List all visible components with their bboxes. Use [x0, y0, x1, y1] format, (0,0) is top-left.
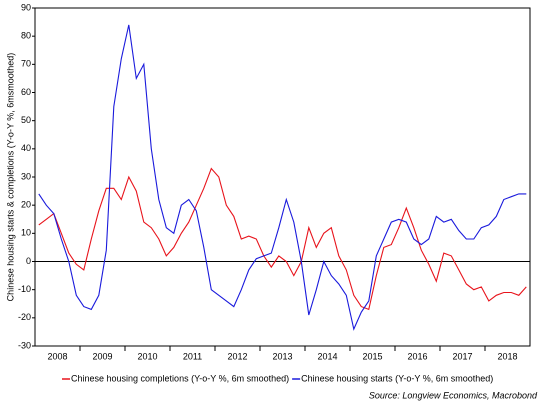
x-tick-label: 2011 — [183, 351, 202, 361]
y-tick-label: 20 — [21, 200, 31, 210]
x-tick-label: 2010 — [137, 351, 157, 361]
series-line — [38, 167, 527, 311]
x-tick-label: 2014 — [317, 351, 337, 361]
y-tick-label: 30 — [21, 171, 31, 181]
x-tick-label: 2013 — [272, 351, 292, 361]
plot-frame — [34, 7, 531, 347]
y-tick-label: 80 — [21, 31, 31, 41]
y-axis-title: Chinese housing starts & completions (Y-… — [5, 53, 15, 302]
y-tick-label: 90 — [21, 2, 31, 12]
x-tick-label: 2009 — [92, 351, 112, 361]
y-tick-label: -30 — [18, 340, 31, 350]
y-tick-label: 10 — [21, 228, 31, 238]
y-tick-label: 70 — [21, 59, 31, 69]
x-tick-label: 2015 — [362, 351, 382, 361]
x-tick-label: 2016 — [407, 351, 427, 361]
legend-label: Chinese housing starts (Y-o-Y %, 6m smoo… — [301, 373, 493, 383]
x-tick-label: 2012 — [227, 351, 247, 361]
y-tick-label: -20 — [18, 312, 31, 322]
series-line — [38, 24, 527, 331]
y-tick-label: 0 — [26, 256, 31, 266]
source-note: Source: Longview Economics, Macrobond — [369, 390, 538, 400]
y-tick-label: 60 — [21, 87, 31, 97]
legend-label: Chinese housing completions (Y-o-Y %, 6m… — [71, 373, 289, 383]
y-tick-label: -10 — [18, 284, 31, 294]
y-tick-label: 50 — [21, 115, 31, 125]
x-tick-label: 2017 — [452, 351, 472, 361]
y-tick-label: 40 — [21, 143, 31, 153]
x-tick-label: 2018 — [497, 351, 517, 361]
x-tick-label: 2008 — [47, 351, 67, 361]
